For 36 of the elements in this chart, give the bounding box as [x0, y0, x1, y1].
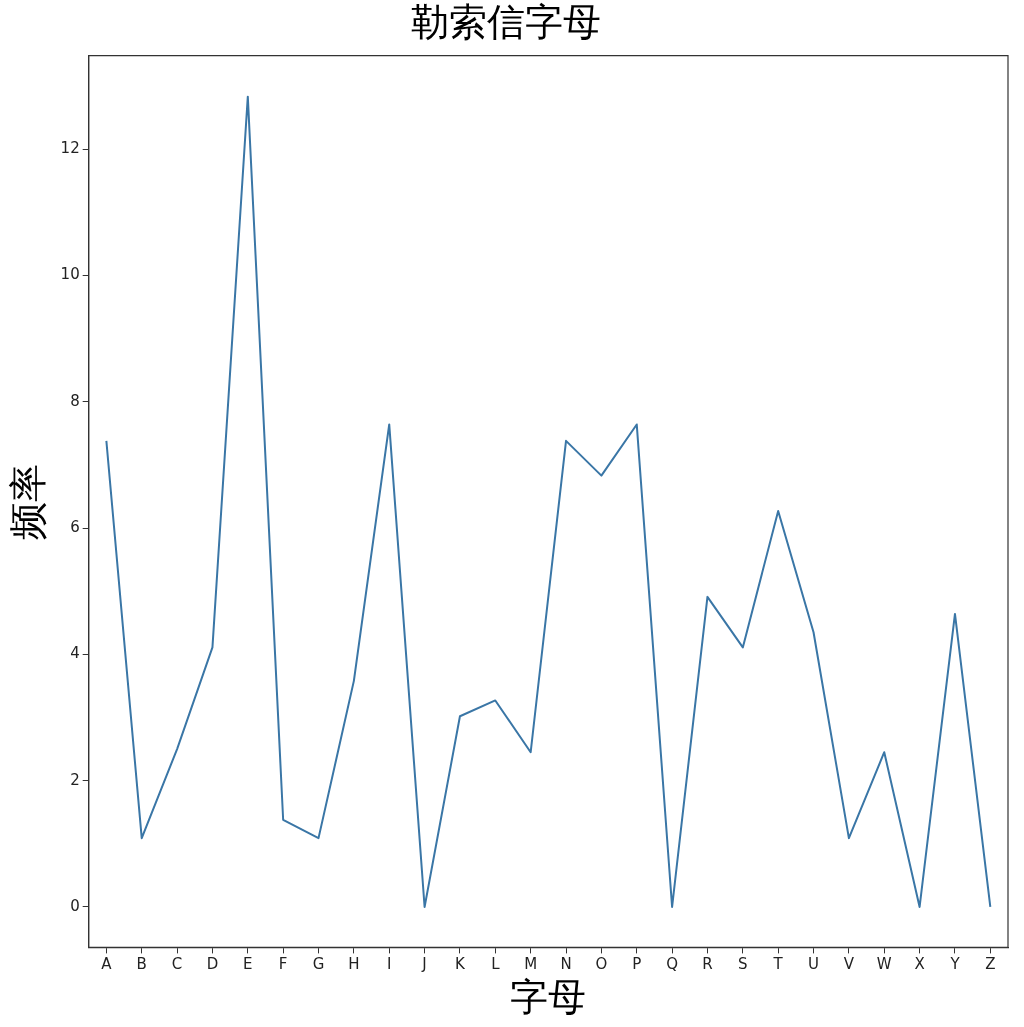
x-tick-label: N [560, 955, 572, 974]
y-tick-label: 4 [70, 644, 80, 663]
x-tick-label: A [101, 955, 113, 974]
x-tick-label: W [876, 955, 892, 974]
y-tick-label: 6 [70, 517, 80, 536]
x-tick-label: D [206, 955, 219, 974]
x-tick-label: I [387, 955, 392, 974]
y-tick-label: 12 [60, 138, 80, 157]
x-tick-label: H [348, 955, 360, 974]
x-tick-label: E [243, 955, 253, 974]
x-tick-label: V [843, 955, 855, 974]
x-tick-label: C [171, 955, 183, 974]
x-tick-label: K [455, 955, 467, 974]
x-tick-label: M [524, 955, 538, 974]
x-tick-label: B [136, 955, 147, 974]
y-axis-title: 频率 [5, 463, 50, 540]
x-tick-label: R [702, 955, 713, 974]
x-axis-title: 字母 [510, 975, 587, 1020]
x-tick-label: L [491, 955, 501, 974]
x-tick-label: Q [666, 955, 678, 974]
x-tick-label: Y [949, 955, 961, 974]
chart-title: 勒索信字母 [411, 0, 601, 44]
x-tick-label: T [772, 955, 784, 974]
x-tick-label: S [738, 955, 748, 974]
x-tick-label: Z [985, 955, 996, 974]
x-tick-label: O [595, 955, 608, 974]
y-tick-label: 0 [70, 896, 80, 915]
x-tick-label: F [278, 955, 288, 974]
x-tick-label: X [914, 955, 925, 974]
y-tick-label: 10 [60, 265, 80, 284]
x-tick-label: J [421, 955, 427, 974]
y-tick-label: 2 [70, 770, 80, 789]
x-tick-label: G [312, 955, 325, 974]
y-tick-label: 8 [70, 391, 80, 410]
x-tick-label: P [632, 955, 642, 974]
x-tick-label: U [808, 955, 820, 974]
